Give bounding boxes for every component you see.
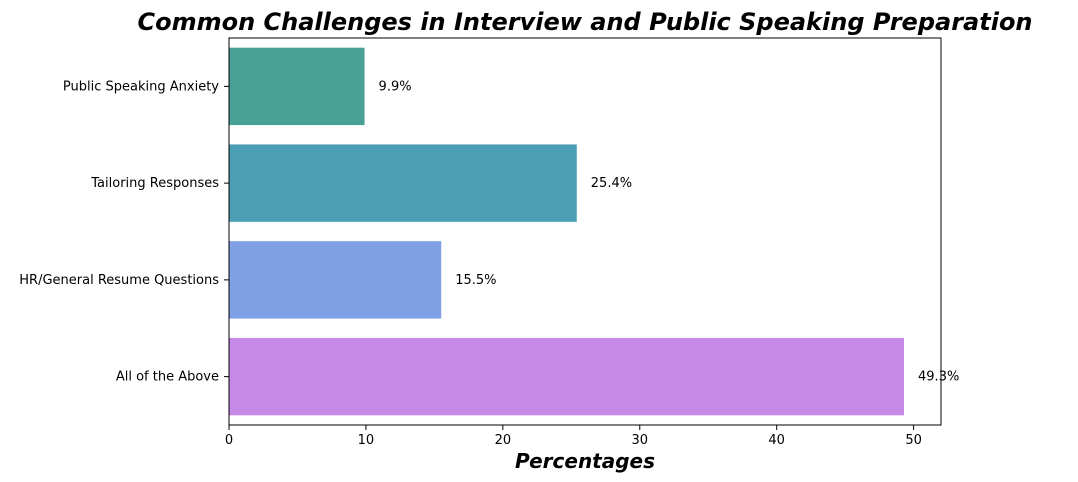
x-tick-label: 50	[905, 433, 922, 448]
data-label-4: 49.3%	[918, 370, 959, 385]
y-tick-label: All of the Above	[116, 370, 219, 385]
bars-group	[229, 47, 905, 416]
data-label-1: 9.9%	[379, 79, 412, 94]
x-tick-label: 30	[631, 433, 648, 448]
bar-2	[229, 144, 577, 222]
y-tick-label: HR/General Resume Questions	[19, 273, 219, 288]
y-tick-label: Tailoring Responses	[90, 176, 219, 191]
x-tick-label: 0	[225, 433, 233, 448]
x-axis: 0 10 20 30 40 50	[225, 425, 922, 448]
bar-4	[229, 337, 905, 416]
x-tick-label: 20	[495, 433, 512, 448]
y-axis: Public Speaking Anxiety Tailoring Respons…	[19, 79, 229, 385]
data-label-2: 25.4%	[591, 176, 632, 191]
data-label-3: 15.5%	[455, 273, 496, 288]
chart-title: Common Challenges in Interview and Publi…	[137, 8, 1032, 36]
x-tick-label: 40	[768, 433, 785, 448]
bar-3	[229, 241, 442, 319]
plot-frame	[228, 37, 942, 426]
x-axis-label: Percentages	[515, 449, 655, 473]
y-tick-label: Public Speaking Anxiety	[63, 79, 219, 94]
data-labels-group: 9.9% 25.4% 15.5% 49.3%	[379, 79, 960, 384]
x-tick-label: 10	[358, 433, 375, 448]
bar-1	[229, 47, 365, 126]
